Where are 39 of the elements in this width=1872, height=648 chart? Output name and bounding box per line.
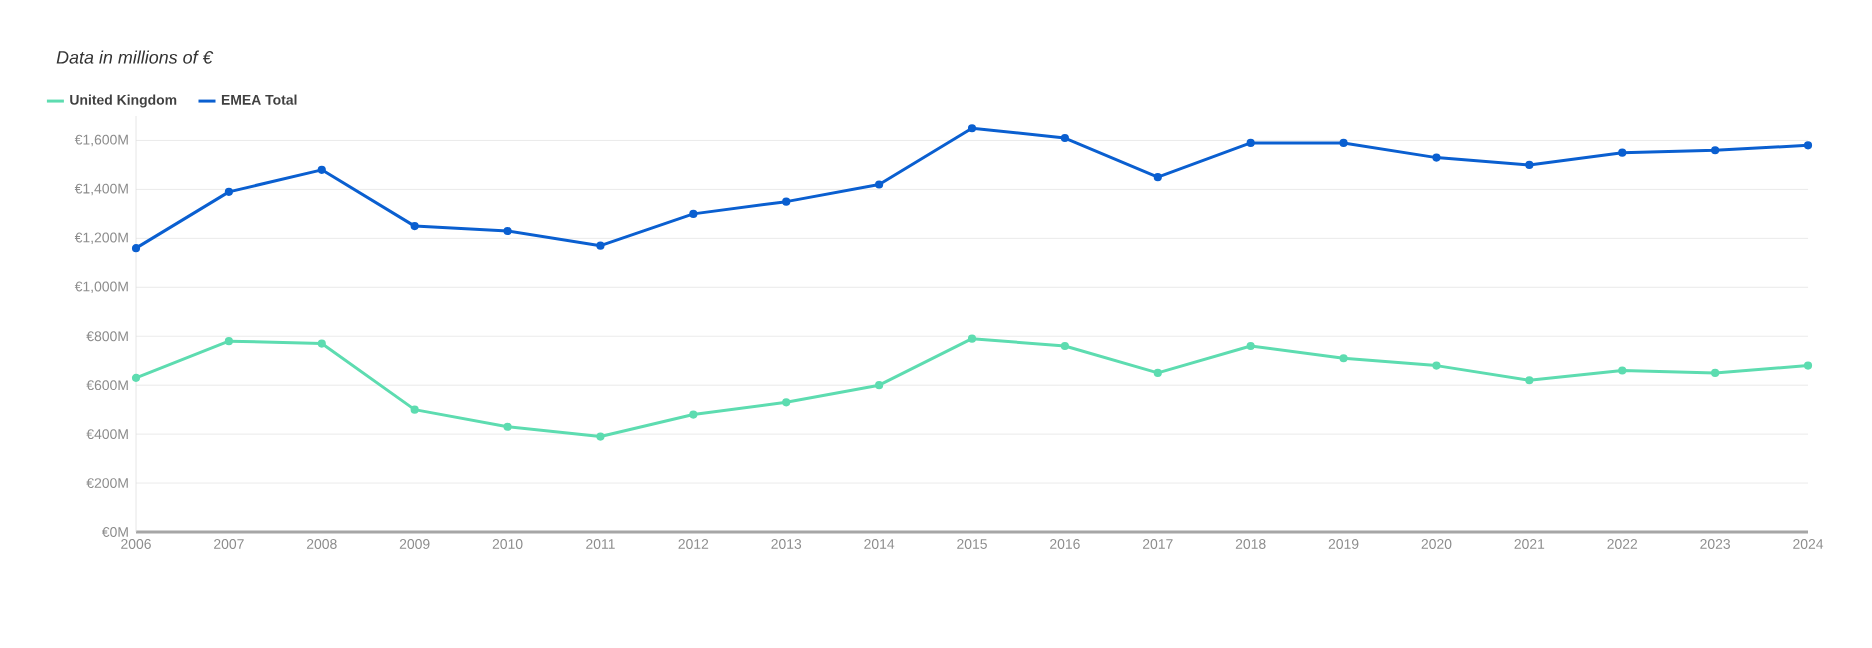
point <box>689 209 698 218</box>
point <box>1618 148 1627 157</box>
point <box>1339 354 1348 363</box>
point <box>875 180 884 189</box>
point <box>1525 376 1534 385</box>
point <box>503 422 512 431</box>
point <box>1618 366 1627 375</box>
point <box>967 124 977 133</box>
point <box>1711 368 1720 378</box>
point <box>224 337 233 346</box>
point <box>1803 141 1813 150</box>
point <box>1153 368 1162 378</box>
point <box>503 226 512 236</box>
point <box>1246 341 1255 351</box>
point <box>1432 153 1441 162</box>
point <box>317 339 326 348</box>
point <box>689 410 698 419</box>
point <box>1339 138 1348 148</box>
point <box>410 405 419 414</box>
point <box>1153 173 1162 182</box>
point <box>131 373 141 382</box>
point <box>1432 361 1441 370</box>
point <box>1711 146 1720 155</box>
point <box>1803 361 1813 370</box>
point <box>131 244 141 253</box>
chart-title: Data in millions of € <box>56 50 214 64</box>
point <box>224 187 233 196</box>
point <box>596 241 605 250</box>
point <box>875 381 884 390</box>
point <box>1246 138 1255 148</box>
point <box>967 334 977 343</box>
point <box>782 197 791 206</box>
point <box>596 432 605 441</box>
point <box>782 398 791 407</box>
point <box>1060 341 1069 351</box>
point <box>1525 160 1534 170</box>
point <box>1060 133 1069 143</box>
point <box>410 222 419 231</box>
point <box>317 165 326 174</box>
